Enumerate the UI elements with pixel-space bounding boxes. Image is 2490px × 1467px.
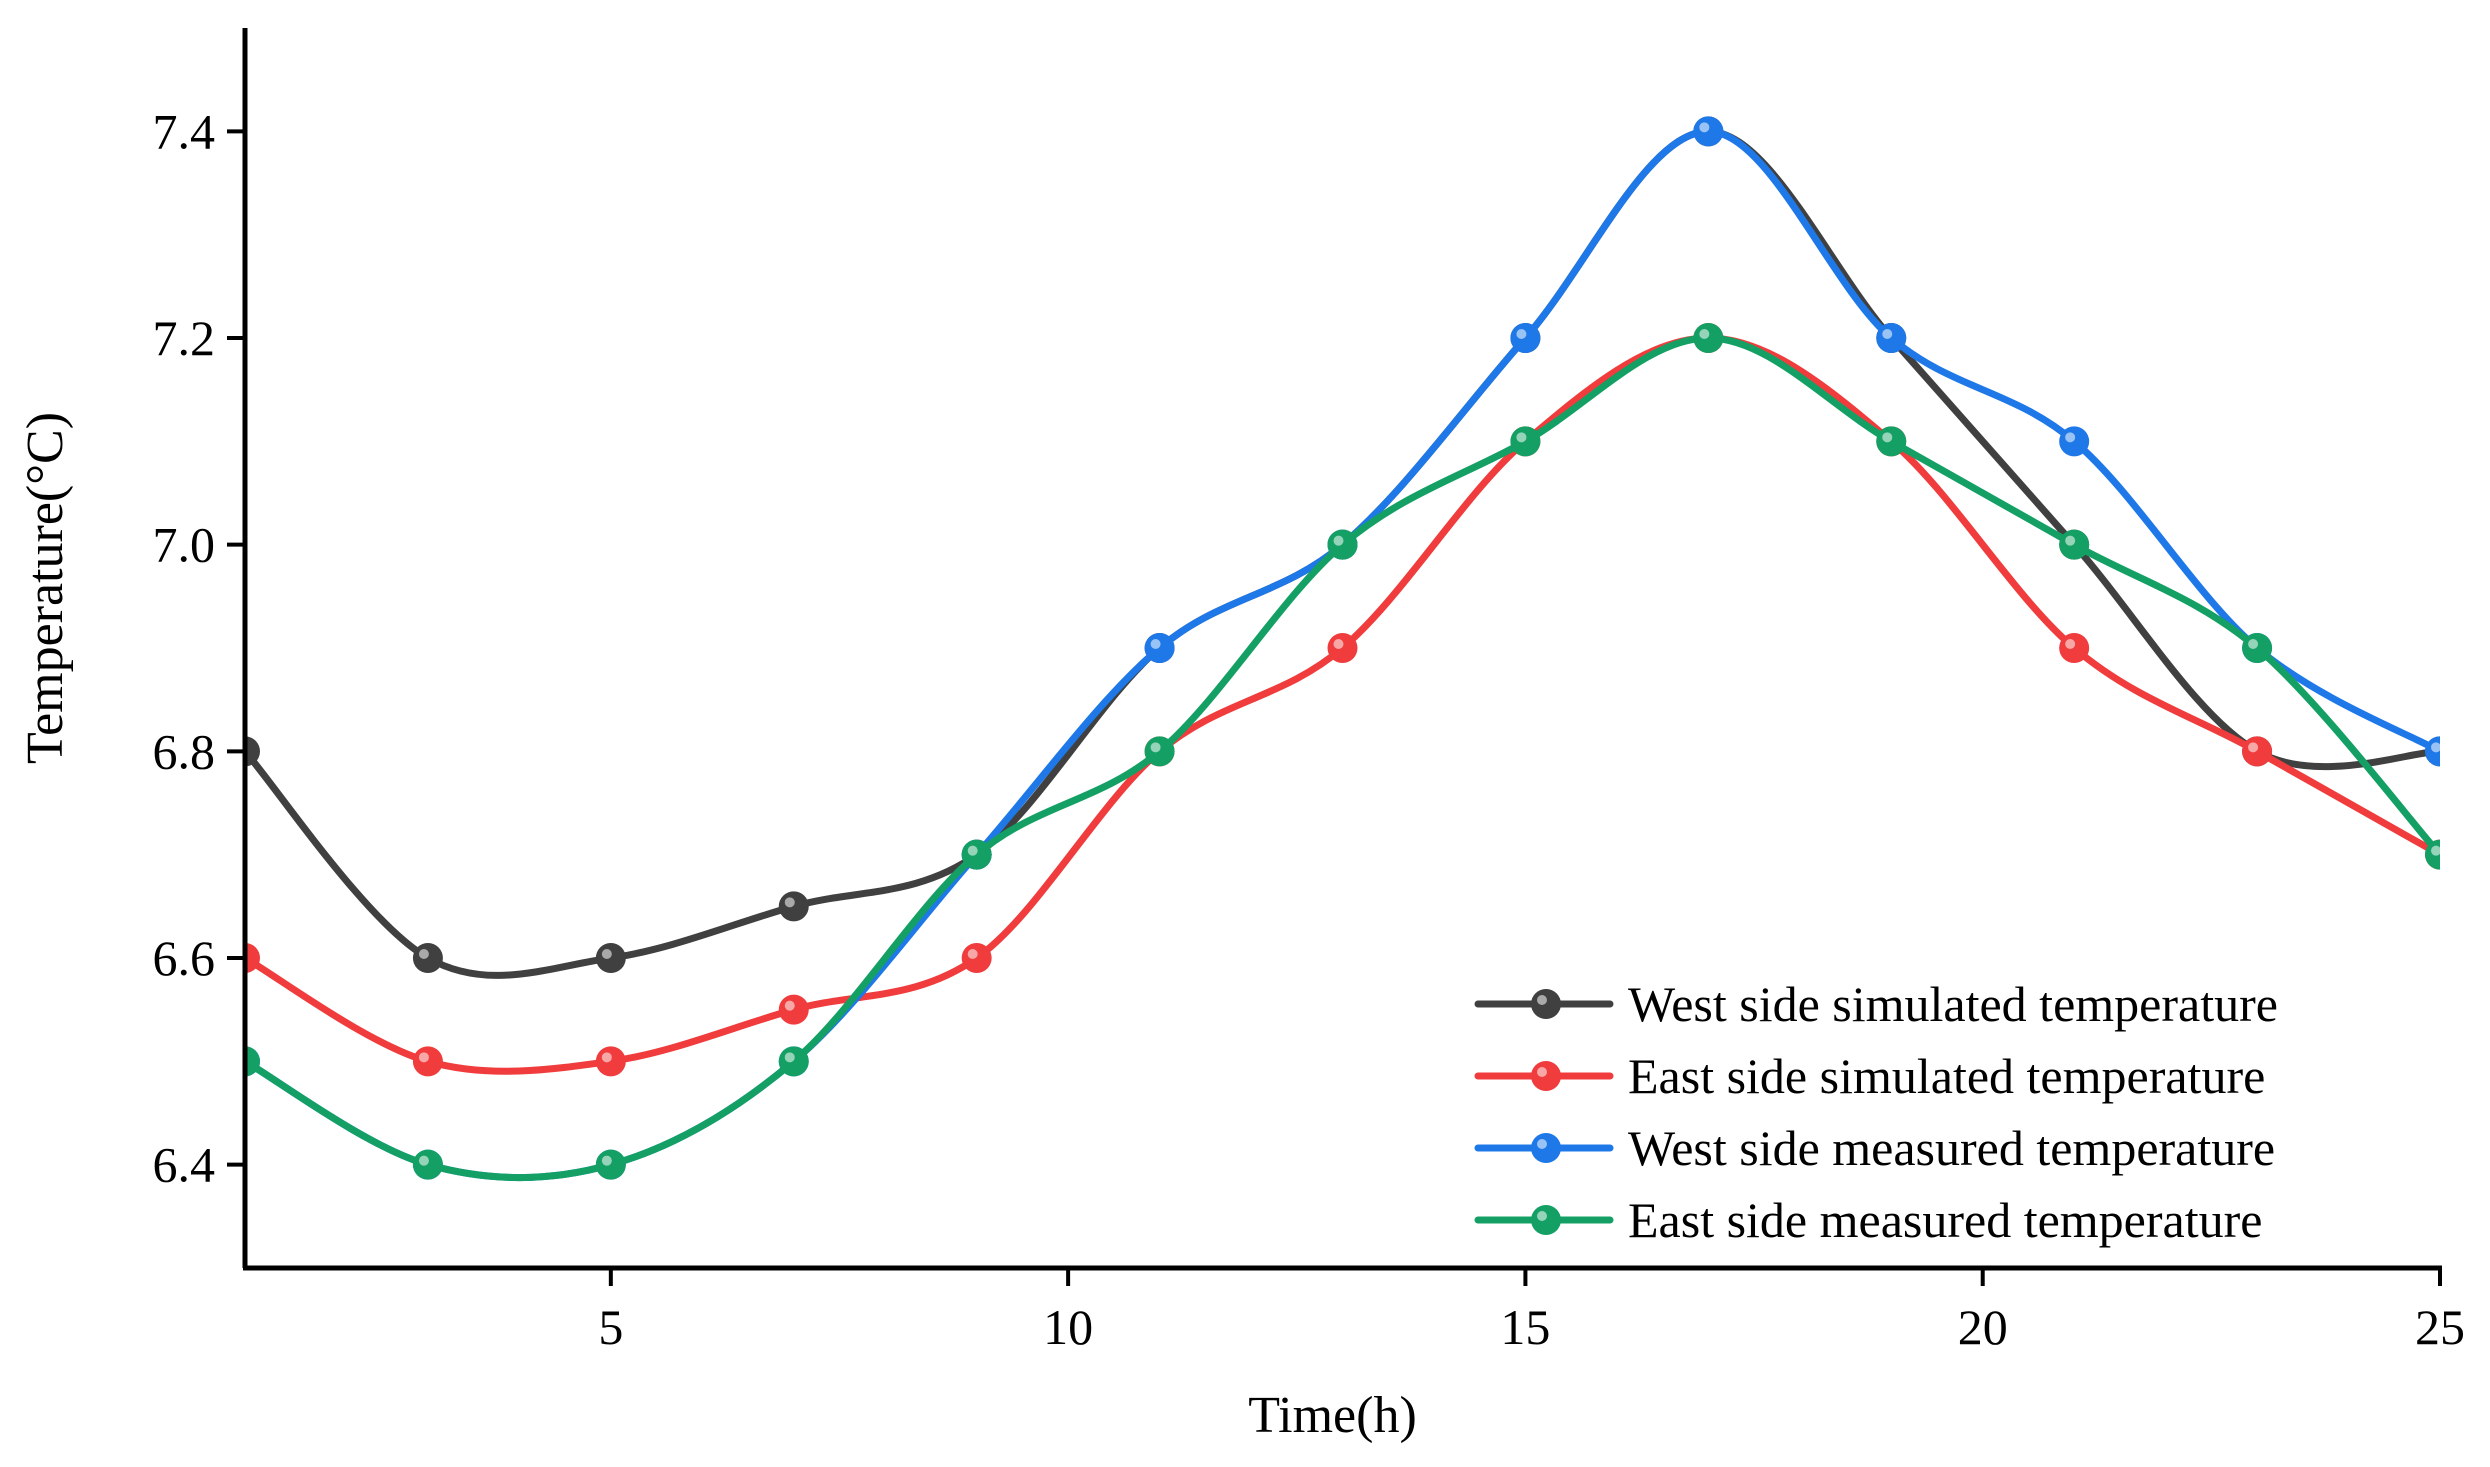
y-tick-label: 7.4 (153, 103, 216, 159)
point-east-side-simulated-temperature-x9 (961, 943, 992, 973)
legend-item-east-side-measured-temperature: East side measured temperature (1474, 1192, 2262, 1248)
point-highlight-east-side-simulated-temperature-x9 (967, 949, 978, 959)
y-tick-label: 6.8 (153, 723, 216, 779)
point-highlight-west-side-measured-temperature-x21 (2065, 432, 2076, 443)
point-east-side-simulated-temperature-x13 (1327, 633, 1358, 663)
series-layer (245, 116, 2440, 1182)
point-highlight-east-side-simulated-temperature-x21 (2065, 639, 2076, 649)
point-east-side-measured-temperature-x3 (412, 1149, 443, 1180)
legend: West side simulated temperature East side… (1474, 976, 2278, 1248)
point-west-side-measured-temperature-x21 (2059, 426, 2090, 457)
point-east-side-measured-temperature-x23 (2242, 633, 2273, 663)
legend-item-west-side-measured-temperature: West side measured temperature (1474, 1120, 2275, 1176)
legend-label: West side simulated temperature (1628, 976, 2278, 1032)
point-west-side-simulated-temperature-x5 (595, 943, 626, 973)
point-highlight-east-side-measured-temperature-x19 (1882, 432, 1893, 443)
legend-swatch-highlight (1537, 1067, 1547, 1077)
legend-swatch-highlight (1537, 1211, 1547, 1221)
point-east-side-simulated-temperature-x5 (595, 1046, 626, 1077)
point-east-side-simulated-temperature-x23 (2242, 736, 2273, 767)
legend-swatch-marker (1531, 1061, 1561, 1091)
x-tick-label: 10 (1043, 1299, 1093, 1355)
axes-layer: 6.4 6.6 6.8 7.0 7.2 7.4 5 10 15 20 25 Time(h) Temper… (17, 28, 2465, 1444)
point-west-side-measured-temperature-x15 (1510, 323, 1541, 353)
point-highlight-east-side-measured-temperature-x13 (1333, 535, 1344, 546)
x-axis-title: Time(h) (1248, 1387, 1417, 1444)
y-tick-label: 7.0 (153, 517, 216, 573)
point-west-side-measured-temperature-x17 (1693, 116, 1724, 147)
legend-swatch-highlight (1537, 995, 1547, 1005)
legend-label: West side measured temperature (1628, 1120, 2275, 1176)
point-highlight-east-side-measured-temperature-x17 (1699, 329, 1710, 339)
point-west-side-measured-temperature-x25 (2425, 736, 2440, 767)
point-west-side-simulated-temperature-x1 (245, 736, 260, 767)
point-east-side-measured-temperature-x19 (1876, 426, 1907, 457)
series-east-side-measured-temperature (245, 323, 2440, 1182)
y-tick-label: 7.2 (153, 310, 216, 366)
point-highlight-east-side-measured-temperature-x9 (967, 845, 978, 856)
legend-swatch-marker (1531, 989, 1561, 1019)
point-east-side-measured-temperature-x9 (961, 839, 992, 870)
point-east-side-measured-temperature-x7 (778, 1046, 809, 1077)
point-highlight-west-side-measured-temperature-x17 (1699, 122, 1710, 133)
legend-swatch-highlight (1537, 1139, 1547, 1149)
y-tick-label: 6.6 (153, 930, 216, 986)
point-highlight-east-side-measured-temperature-x11 (1150, 742, 1161, 753)
point-highlight-west-side-measured-temperature-x25 (2431, 742, 2440, 753)
point-highlight-east-side-measured-temperature-x7 (784, 1052, 795, 1063)
point-east-side-simulated-temperature-x3 (412, 1046, 443, 1077)
point-east-side-simulated-temperature-x1 (245, 943, 260, 973)
point-highlight-west-side-simulated-temperature-x7 (784, 897, 795, 908)
point-highlight-east-side-measured-temperature-x21 (2065, 535, 2076, 546)
point-highlight-west-side-measured-temperature-x15 (1516, 329, 1527, 339)
point-highlight-east-side-simulated-temperature-x7 (784, 1000, 795, 1011)
point-highlight-east-side-simulated-temperature-x23 (2248, 742, 2259, 753)
point-east-side-simulated-temperature-x21 (2059, 633, 2090, 663)
legend-item-east-side-simulated-temperature: East side simulated temperature (1474, 1048, 2265, 1104)
point-highlight-west-side-measured-temperature-x19 (1882, 329, 1893, 339)
x-tick-label: 25 (2415, 1299, 2465, 1355)
x-tick-label: 5 (598, 1299, 623, 1355)
legend-label: East side measured temperature (1628, 1192, 2262, 1248)
point-east-side-measured-temperature-x15 (1510, 426, 1541, 457)
point-highlight-west-side-simulated-temperature-x3 (418, 949, 429, 959)
point-east-side-measured-temperature-x13 (1327, 529, 1358, 560)
point-east-side-measured-temperature-x17 (1693, 323, 1724, 353)
point-highlight-east-side-simulated-temperature-x13 (1333, 639, 1344, 649)
x-tick-label: 15 (1500, 1299, 1550, 1355)
point-east-side-measured-temperature-x25 (2425, 839, 2440, 870)
point-highlight-east-side-simulated-temperature-x3 (418, 1052, 429, 1063)
point-highlight-east-side-measured-temperature-x5 (601, 1155, 612, 1166)
point-west-side-measured-temperature-x19 (1876, 323, 1907, 353)
y-axis-title: Temperature(°C) (17, 412, 74, 764)
point-highlight-west-side-simulated-temperature-x5 (601, 949, 612, 959)
y-tick-label: 6.4 (153, 1137, 216, 1193)
x-tick-label: 20 (1958, 1299, 2008, 1355)
legend-label: East side simulated temperature (1628, 1048, 2265, 1104)
point-west-side-simulated-temperature-x7 (778, 891, 809, 922)
point-east-side-measured-temperature-x5 (595, 1149, 626, 1180)
point-highlight-east-side-measured-temperature-x25 (2431, 845, 2440, 856)
legend-swatch-marker (1531, 1205, 1561, 1235)
point-highlight-east-side-simulated-temperature-x5 (601, 1052, 612, 1063)
point-east-side-measured-temperature-x21 (2059, 529, 2090, 560)
point-highlight-east-side-measured-temperature-x15 (1516, 432, 1527, 443)
point-highlight-east-side-measured-temperature-x23 (2248, 639, 2259, 649)
point-east-side-measured-temperature-x11 (1144, 736, 1175, 767)
point-east-side-measured-temperature-x1 (245, 1046, 260, 1077)
point-highlight-west-side-measured-temperature-x11 (1150, 639, 1161, 649)
point-west-side-measured-temperature-x11 (1144, 633, 1175, 663)
legend-item-west-side-simulated-temperature: West side simulated temperature (1474, 976, 2278, 1032)
legend-swatch-marker (1531, 1133, 1561, 1163)
point-west-side-simulated-temperature-x3 (412, 943, 443, 973)
point-highlight-east-side-measured-temperature-x3 (418, 1155, 429, 1166)
point-east-side-simulated-temperature-x7 (778, 994, 809, 1025)
